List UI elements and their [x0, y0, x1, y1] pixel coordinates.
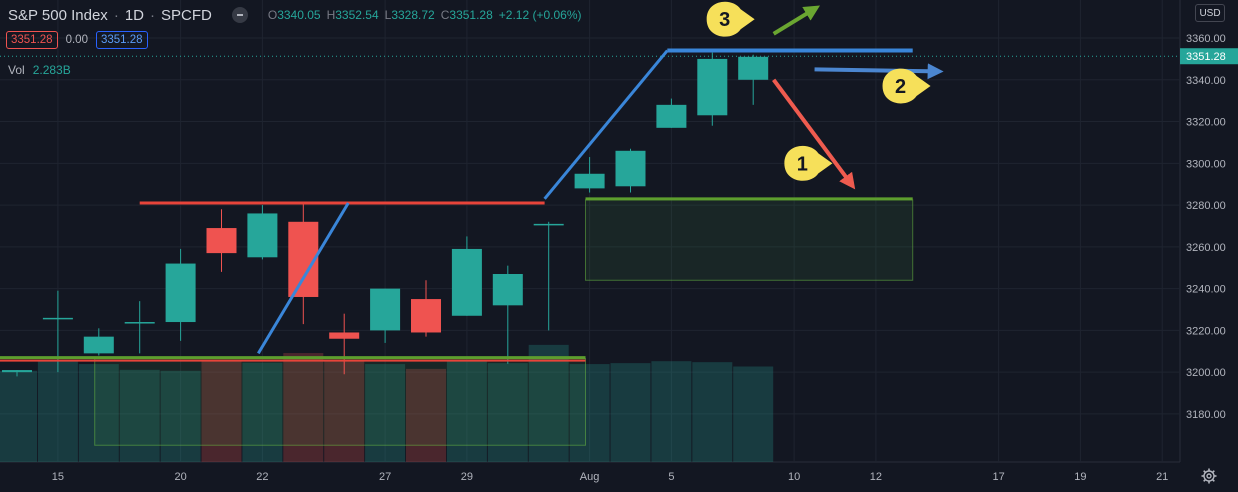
candle-body: [83, 336, 114, 354]
candle-body: [533, 223, 564, 226]
candle-body: [370, 288, 401, 331]
x-tick-label: 5: [668, 471, 674, 483]
volume-bar: [37, 360, 78, 462]
collapse-icon[interactable]: [231, 7, 248, 23]
sell-price-button[interactable]: 3351.28: [6, 31, 58, 49]
volume-bar: [160, 370, 201, 462]
trend-line-1: [257, 202, 350, 355]
x-tick-label: 21: [1156, 471, 1168, 483]
callout-label: 3: [719, 9, 730, 31]
exchange-label: SPCFD: [161, 6, 212, 24]
last-price-tag: [1180, 48, 1238, 65]
candle-body: [206, 228, 237, 254]
symbol-name[interactable]: S&P 500 Index: [8, 6, 108, 24]
x-tick-label: 22: [256, 471, 268, 483]
currency-button[interactable]: USD: [1195, 4, 1225, 22]
spread-value: 0.00: [65, 34, 88, 46]
candle-body: [738, 56, 769, 80]
volume-bar: [406, 368, 446, 462]
volume-bar: [692, 362, 733, 462]
candle-body: [165, 263, 196, 323]
volume-bar: [610, 363, 651, 462]
x-tick-label: 10: [788, 471, 800, 483]
buy-price-button[interactable]: 3351.28: [95, 31, 148, 49]
symbol-header: S&P 500 Index · 1D · SPCFD O3340.05 H335…: [8, 5, 582, 25]
header-separator: ·: [113, 6, 119, 24]
candle-body: [451, 248, 482, 316]
y-tick-label: 3260.00: [1186, 242, 1226, 254]
change-value: +2.12 (+0.06%): [498, 8, 582, 22]
callout-1: 1: [784, 145, 833, 181]
volume-value: 2.283B: [32, 63, 71, 77]
ohlc-values: O3340.05 H3352.54 L3328.72 C3351.28 +2.1…: [268, 8, 582, 22]
callout-label: 1: [797, 153, 808, 175]
close-value: 3351.28: [449, 8, 493, 22]
volume-bar: [651, 361, 692, 462]
gear-icon[interactable]: [1201, 468, 1217, 484]
x-tick-label: Aug: [580, 471, 600, 483]
volume-bar: [283, 353, 324, 462]
support-box-upper: [585, 199, 914, 281]
volume-bar: [733, 366, 774, 462]
volume-legend: Vol 2.283B: [8, 63, 71, 77]
interval-label[interactable]: 1D: [124, 6, 144, 24]
candle-body: [247, 213, 278, 258]
candle-body: [411, 299, 441, 333]
candle-body: [124, 322, 155, 324]
open-label: O: [267, 8, 278, 22]
volume-label: Vol: [8, 63, 25, 77]
callout-bubble: [882, 68, 931, 104]
last-price-label: 3351.28: [1186, 51, 1226, 63]
trend-line-2: [543, 49, 669, 200]
close-label: C: [440, 8, 450, 22]
callout-bubble: [784, 145, 833, 181]
arrow-down: [772, 78, 856, 190]
x-tick-label: 20: [174, 471, 186, 483]
x-tick-label: 27: [379, 471, 391, 483]
y-tick-label: 3340.00: [1186, 75, 1226, 87]
arrow-up: [772, 5, 821, 36]
candle-body: [615, 150, 646, 187]
high-value: 3352.54: [335, 8, 379, 22]
support-box-lower: [94, 358, 587, 446]
x-tick-label: 15: [52, 471, 64, 483]
callout-label: 2: [895, 76, 906, 98]
open-value: 3340.05: [277, 8, 321, 22]
high-label: H: [326, 8, 336, 22]
low-label: L: [384, 8, 392, 22]
x-tick-label: 12: [870, 471, 882, 483]
y-tick-label: 3240.00: [1186, 284, 1226, 296]
candle-body: [42, 317, 73, 320]
y-tick-label: 3180.00: [1186, 409, 1226, 421]
y-tick-label: 3360.00: [1186, 33, 1226, 45]
candle-body: [492, 274, 523, 306]
trade-price-boxes: 3351.28 0.00 3351.28: [6, 31, 148, 49]
callout-bubble: [706, 1, 755, 37]
x-tick-label: 19: [1074, 471, 1086, 483]
candle-body: [656, 104, 687, 128]
callout-2: 2: [882, 68, 931, 104]
x-tick-label: 17: [992, 471, 1004, 483]
y-tick-label: 3220.00: [1186, 325, 1226, 337]
y-tick-label: 3320.00: [1186, 117, 1226, 129]
price-axis: [1180, 0, 1238, 492]
y-tick-label: 3280.00: [1186, 200, 1226, 212]
low-value: 3328.72: [391, 8, 435, 22]
candle-body: [574, 173, 605, 189]
x-tick-label: 29: [461, 471, 473, 483]
header-separator: ·: [150, 6, 155, 24]
volume-bar: [119, 369, 160, 462]
candle-body: [329, 332, 360, 339]
volume-bar: [528, 344, 569, 462]
y-tick-label: 3300.00: [1186, 158, 1226, 170]
arrow-side: [814, 63, 944, 80]
candle-body: [2, 370, 32, 373]
candle-body: [697, 58, 728, 116]
y-tick-label: 3200.00: [1186, 367, 1226, 379]
volume-bar: [0, 370, 37, 462]
callout-3: 3: [706, 1, 755, 37]
